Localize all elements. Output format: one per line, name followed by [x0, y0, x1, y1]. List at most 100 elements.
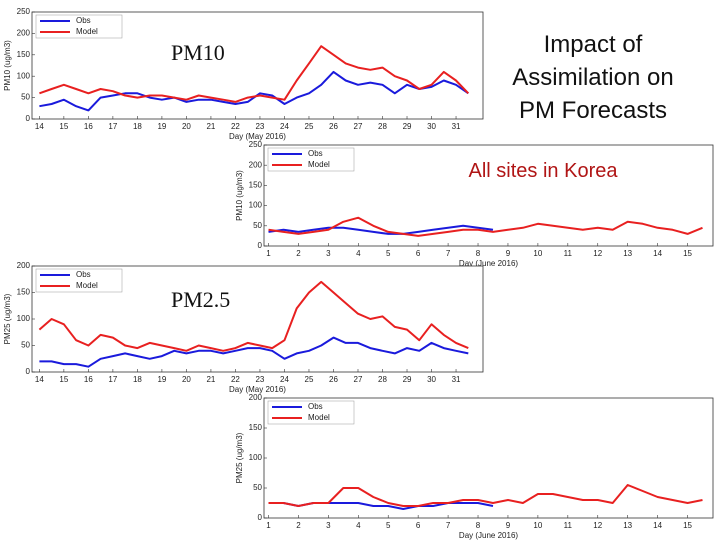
series-line	[268, 224, 494, 235]
legend-label: Model	[308, 413, 330, 422]
x-tick-label: 19	[157, 375, 166, 384]
x-tick-label: 23	[255, 375, 264, 384]
x-tick-label: 6	[416, 521, 421, 530]
y-axis-label: PM10 (ug/m3)	[235, 170, 244, 221]
y-tick-label: 50	[253, 221, 262, 230]
series-line	[268, 484, 703, 507]
x-tick-label: 15	[59, 122, 68, 131]
x-tick-label: 14	[35, 375, 44, 384]
legend-label: Obs	[76, 270, 91, 279]
y-tick-label: 200	[17, 29, 31, 38]
x-tick-label: 25	[305, 122, 314, 131]
y-axis-label: PM25 (ug/m3)	[3, 293, 12, 344]
y-tick-label: 150	[17, 50, 31, 59]
x-tick-label: 14	[653, 249, 662, 258]
x-tick-label: 25	[305, 375, 314, 384]
x-tick-label: 4	[356, 521, 361, 530]
y-tick-label: 100	[249, 201, 263, 210]
slide-title: Impact of Assimilation on PM Forecasts	[512, 31, 674, 124]
x-tick-label: 5	[386, 249, 391, 258]
x-tick-label: 22	[231, 375, 240, 384]
y-tick-label: 100	[249, 453, 263, 462]
y-tick-label: 0	[26, 114, 31, 123]
x-tick-label: 3	[326, 249, 331, 258]
y-tick-label: 250	[249, 140, 263, 149]
x-tick-label: 17	[108, 122, 117, 131]
x-tick-label: 14	[653, 521, 662, 530]
x-tick-label: 13	[623, 249, 632, 258]
x-tick-label: 21	[206, 122, 215, 131]
y-tick-label: 250	[17, 7, 31, 16]
series-line	[268, 216, 703, 237]
x-tick-label: 24	[280, 122, 289, 131]
x-tick-label: 28	[378, 122, 387, 131]
y-tick-label: 50	[21, 341, 30, 350]
y-tick-label: 200	[249, 160, 263, 169]
legend-label: Obs	[76, 16, 91, 25]
x-tick-label: 17	[108, 375, 117, 384]
x-tick-label: 24	[280, 375, 289, 384]
chart: 0 50 100 150 200 250 14 15 16 17 18 19 20 21 22 23 24 25 2…	[3, 7, 484, 141]
x-tick-label: 31	[452, 375, 461, 384]
x-tick-label: 30	[427, 375, 436, 384]
x-tick-label: 12	[593, 521, 602, 530]
chart: 0 50 100 150 200 14 15 16 17 18 19 20 21 22 23 24 25 26 27…	[3, 261, 484, 394]
x-tick-label: 10	[533, 249, 542, 258]
x-tick-label: 6	[416, 249, 421, 258]
x-tick-label: 20	[182, 375, 191, 384]
x-tick-label: 30	[427, 122, 436, 131]
x-tick-label: 16	[84, 122, 93, 131]
x-tick-label: 1	[266, 521, 271, 530]
x-tick-label: 10	[533, 521, 542, 530]
x-tick-label: 8	[476, 521, 481, 530]
x-tick-label: 21	[206, 375, 215, 384]
x-tick-label: 26	[329, 122, 338, 131]
x-tick-label: 22	[231, 122, 240, 131]
x-tick-label: 8	[476, 249, 481, 258]
series-line	[39, 45, 470, 103]
x-axis-label: Day (May 2016)	[229, 385, 286, 394]
x-tick-label: 15	[683, 521, 692, 530]
x-tick-label: 27	[354, 122, 363, 131]
legend-label: Obs	[308, 402, 323, 411]
x-tick-label: 2	[296, 249, 301, 258]
y-tick-label: 100	[17, 71, 31, 80]
series-line	[38, 280, 469, 352]
legend-label: Model	[76, 281, 98, 290]
x-tick-label: 14	[35, 122, 44, 131]
x-tick-label: 7	[446, 249, 451, 258]
y-tick-label: 100	[17, 314, 31, 323]
x-axis-label: Day (June 2016)	[459, 259, 518, 268]
x-tick-label: 7	[446, 521, 451, 530]
x-axis-label: Day (May 2016)	[229, 132, 286, 141]
y-tick-label: 150	[249, 423, 263, 432]
x-tick-label: 15	[683, 249, 692, 258]
y-tick-label: 150	[249, 181, 263, 190]
y-tick-label: 0	[258, 513, 263, 522]
y-tick-label: 200	[249, 393, 263, 402]
x-tick-label: 9	[506, 249, 511, 258]
y-axis-label: PM25 (ug/m3)	[235, 432, 244, 483]
y-tick-label: 200	[17, 261, 31, 270]
x-tick-label: 2	[296, 521, 301, 530]
y-axis-label: PM10 (ug/m3)	[3, 40, 12, 91]
x-tick-label: 23	[255, 122, 264, 131]
x-tick-label: 20	[182, 122, 191, 131]
y-tick-label: 150	[17, 288, 31, 297]
x-tick-label: 29	[403, 122, 412, 131]
pm25-label: PM2.5	[171, 287, 231, 312]
slide-subtitle: All sites in Korea	[468, 160, 618, 182]
legend-label: Model	[76, 27, 98, 36]
legend-label: Model	[308, 160, 330, 169]
y-tick-label: 0	[26, 367, 31, 376]
y-tick-label: 0	[258, 241, 263, 250]
legend-label: Obs	[308, 149, 323, 158]
x-tick-label: 27	[354, 375, 363, 384]
x-tick-label: 1	[266, 249, 271, 258]
series-line	[39, 70, 469, 112]
y-tick-label: 50	[253, 483, 262, 492]
x-tick-label: 18	[133, 122, 142, 131]
